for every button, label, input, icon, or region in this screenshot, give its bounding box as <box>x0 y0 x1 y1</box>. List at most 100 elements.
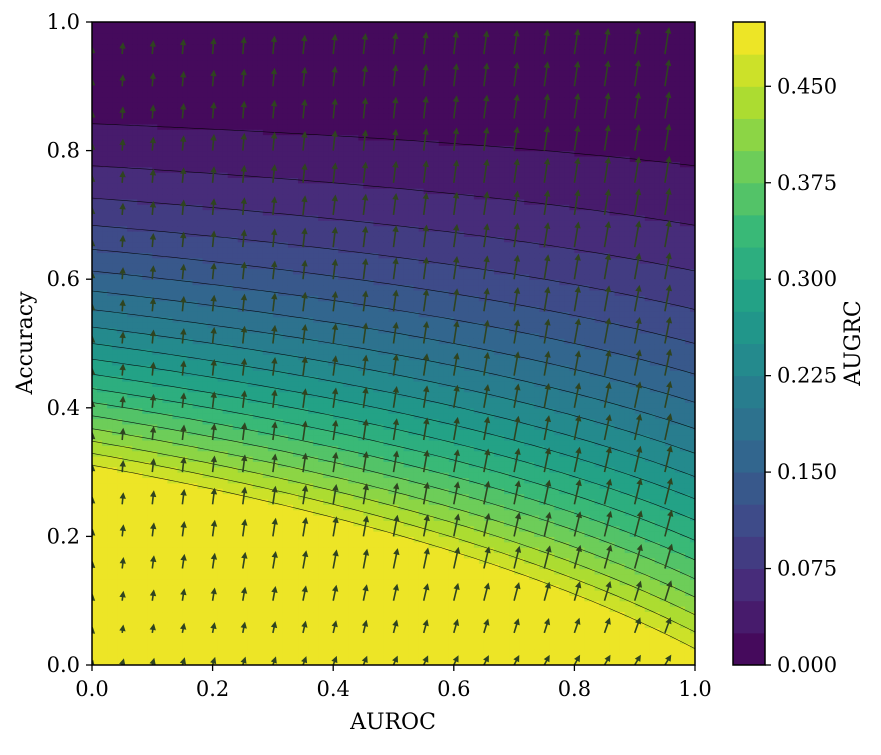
contour-cell <box>122 557 128 564</box>
contour-cell <box>539 611 545 618</box>
contour-cell <box>257 584 264 591</box>
contour-cell <box>237 482 244 489</box>
contour-cell <box>202 547 209 554</box>
contour-cell <box>363 611 369 618</box>
contour-cell <box>107 659 113 665</box>
contour-cell <box>132 520 138 527</box>
contour-cell <box>122 654 128 661</box>
contour-cell <box>569 568 576 575</box>
contour-cell <box>529 477 535 484</box>
contour-cell <box>368 622 375 629</box>
contour-cell <box>393 493 400 500</box>
contour-cell <box>609 509 616 516</box>
contour-cell <box>368 439 375 446</box>
contour-cell <box>222 632 229 639</box>
contour-cell <box>282 589 289 596</box>
contour-cell <box>649 579 656 586</box>
contour-cell <box>494 579 500 586</box>
contour-cell <box>368 552 375 559</box>
contour-cell <box>187 547 194 554</box>
contour-cell <box>674 584 681 591</box>
contour-cell <box>102 488 108 495</box>
contour-cell <box>679 632 686 639</box>
contour-cell <box>624 477 631 484</box>
contour-cell <box>212 648 219 655</box>
contour-cell <box>323 638 329 645</box>
contour-cell <box>664 643 671 650</box>
contour-cell <box>433 595 440 602</box>
contour-cell <box>242 579 249 586</box>
contour-cell <box>634 584 641 591</box>
contour-cell <box>282 472 289 479</box>
contour-cell <box>172 611 179 618</box>
contour-cell <box>554 514 560 521</box>
contour-cell <box>343 547 349 554</box>
contour-cell <box>368 627 375 634</box>
contour-cell <box>554 461 560 468</box>
contour-cell <box>443 643 450 650</box>
contour-cell <box>453 477 460 484</box>
contour-cell <box>679 514 686 521</box>
contour-cell <box>674 589 681 596</box>
contour-cell <box>308 504 314 511</box>
contour-cell <box>267 509 274 516</box>
contour-cell <box>468 579 475 586</box>
contour-cell <box>398 536 405 543</box>
contour-cell <box>654 638 661 645</box>
contour-cell <box>524 466 530 473</box>
contour-cell <box>222 541 229 548</box>
contour-cell <box>494 498 500 505</box>
contour-cell <box>659 498 666 505</box>
contour-cell <box>438 504 445 511</box>
contour-cell <box>152 638 158 645</box>
contour-cell <box>162 606 168 613</box>
contour-cell <box>313 472 319 479</box>
contour-cell <box>272 445 279 452</box>
contour-cell <box>539 504 545 511</box>
contour-cell <box>398 638 405 645</box>
contour-cell <box>619 514 626 521</box>
contour-cell <box>383 579 390 586</box>
contour-cell <box>428 616 435 623</box>
contour-cell <box>659 563 666 570</box>
contour-cell <box>413 638 420 645</box>
contour-cell <box>604 445 611 452</box>
contour-cell <box>659 573 666 580</box>
contour-cell <box>287 520 294 527</box>
contour-cell <box>368 616 375 623</box>
contour-cell <box>227 541 234 548</box>
contour-cell <box>383 477 390 484</box>
contour-cell <box>217 654 224 661</box>
contour-cell <box>363 525 369 532</box>
contour-cell <box>488 606 495 613</box>
contour-cell <box>172 600 179 607</box>
contour-cell <box>689 563 695 570</box>
contour-cell <box>458 659 465 665</box>
contour-cell <box>674 557 681 564</box>
contour-cell <box>363 461 369 468</box>
contour-cell <box>247 547 254 554</box>
contour-cell <box>423 627 430 634</box>
contour-cell <box>147 573 153 580</box>
contour-cell <box>388 445 395 452</box>
contour-cell <box>152 450 158 457</box>
contour-cell <box>107 557 113 564</box>
contour-cell <box>117 536 123 543</box>
contour-cell <box>494 504 500 511</box>
contour-cell <box>509 445 515 452</box>
contour-cell <box>519 536 525 543</box>
contour-cell <box>152 568 158 575</box>
contour-cell <box>468 654 475 661</box>
contour-cell <box>167 611 174 618</box>
contour-cell <box>202 654 209 661</box>
contour-cell <box>388 439 395 446</box>
contour-cell <box>519 627 525 634</box>
contour-cell <box>338 472 344 479</box>
contour-cell <box>488 477 495 484</box>
contour-cell <box>689 456 695 462</box>
contour-cell <box>222 450 229 457</box>
contour-cell <box>584 627 591 634</box>
contour-cell <box>659 584 666 591</box>
contour-cell <box>293 659 299 665</box>
contour-cell <box>152 595 158 602</box>
